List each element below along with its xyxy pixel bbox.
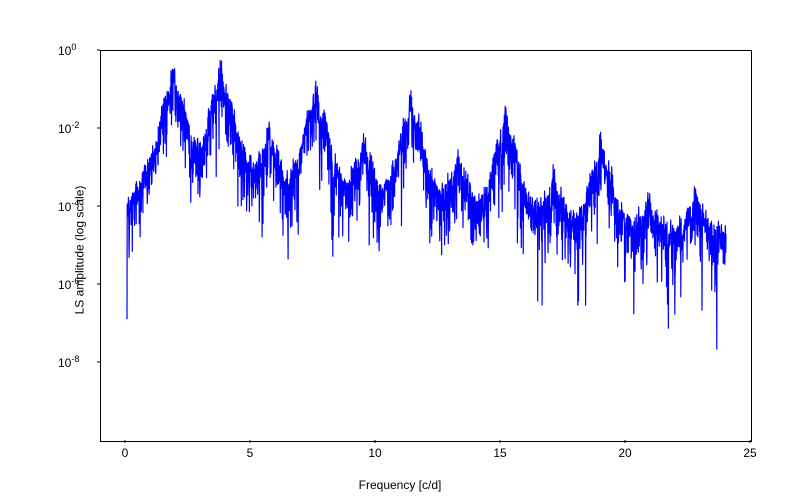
y-tick-label: 10-2 (58, 120, 79, 136)
y-tick-label: 10-4 (58, 198, 79, 214)
x-tick-label: 25 (743, 446, 756, 460)
x-tick-label: 0 (122, 446, 129, 460)
x-tick-label: 15 (493, 446, 506, 460)
x-axis-label: Frequency [c/d] (359, 478, 442, 492)
plot-border (100, 50, 752, 442)
y-tick-label: 10-8 (58, 354, 79, 370)
spectrum-line (101, 51, 751, 441)
y-tick-label: 10-6 (58, 276, 79, 292)
x-tick-label: 20 (618, 446, 631, 460)
y-tick-label: 100 (58, 42, 76, 58)
x-tick-label: 5 (247, 446, 254, 460)
x-tick-label: 10 (368, 446, 381, 460)
